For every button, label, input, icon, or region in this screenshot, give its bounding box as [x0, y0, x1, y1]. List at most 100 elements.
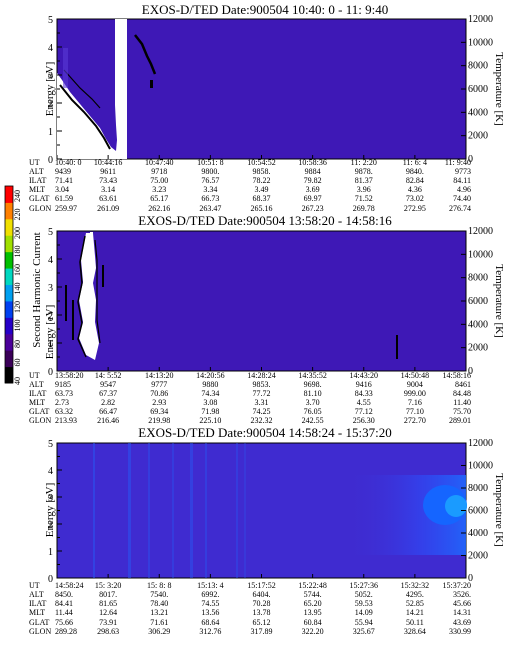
panel-1-orbit-value: 75.00 [150, 176, 168, 185]
panel-1-ytick-label: 2 [48, 99, 53, 110]
panel-3-orbit-value: 4295. [406, 590, 424, 599]
panel-3-orbit-value: 65.12 [253, 618, 271, 627]
panel-2-orbit-value: 8461 [455, 380, 471, 389]
panel-2-row-label: ILAT [29, 389, 46, 398]
panel-1-orbit-value: 263.47 [199, 204, 221, 213]
panel-3-y2tick-label: 8000 [468, 483, 488, 494]
panel-3-orbit-value: 328.64 [404, 627, 426, 636]
panel-2-y2tick-label: 12000 [468, 226, 493, 237]
panel-2-orbit-value: 84.33 [355, 389, 373, 398]
panel-2-orbit-value: 9698. [304, 380, 322, 389]
panel-1-orbit-value: 9878. [355, 167, 373, 176]
colorbar-ticks: 40 60 80 100 120 140 160 180 200 220 240 [13, 190, 22, 385]
panel-3-ytick-label: 3 [48, 493, 53, 504]
panel-1-orbit-value: 3.23 [152, 185, 166, 194]
panel-3-orbit-value: 312.76 [199, 627, 221, 636]
panel-2-orbit-value: 77.12 [355, 407, 373, 416]
panel-1-orbit-value: 74.40 [453, 194, 471, 203]
colorbar-tick-label: 140 [13, 283, 22, 295]
panel-1-y2tick-label: 4000 [468, 107, 488, 118]
panel-1-orbit-value: 73.02 [406, 194, 424, 203]
panel-2-orbit-value: 69.34 [150, 407, 168, 416]
panel-1-orbit-value: 82.84 [406, 176, 424, 185]
panel-3-orbit-value: 330.99 [449, 627, 471, 636]
colorbar-segment [5, 251, 13, 269]
panel-1-orbit-value: 9718 [151, 167, 167, 176]
colorbar-segment [5, 366, 13, 384]
panel-2-orbit-value: 74.34 [201, 389, 219, 398]
panel-3-row-label: GLON [29, 627, 51, 636]
panel-2-orbit-value: 67.37 [99, 389, 117, 398]
panel-1-orbit-value: 262.16 [148, 204, 170, 213]
panel-1-title: EXOS-D/TED Date:900504 10:40: 0 - 11: 9:… [142, 2, 389, 17]
panel-3-orbit-value: 15:22:48 [298, 581, 326, 590]
panel-3-orbit-value: 317.89 [251, 627, 273, 636]
panel-1-orbit-value: 81.37 [355, 176, 373, 185]
panel-1-orbit-value: 276.74 [449, 204, 471, 213]
panel-1-contour [134, 34, 157, 75]
panel-1-orbit-value: 84.11 [453, 176, 471, 185]
panel-3-orbit-value: 11.44 [55, 608, 73, 617]
panel-2-plot-area [56, 230, 467, 372]
panel-2-y2tick-label: 2000 [468, 343, 488, 354]
panel-2-left-axis: 0 1 2 3 4 5 [48, 227, 62, 378]
panel-3-y2tick-label: 4000 [468, 528, 488, 539]
panel-2-orbit-value: 2.82 [101, 398, 115, 407]
panel-2-streak-2 [72, 300, 74, 340]
panel-3-orbit-value: 78.40 [150, 599, 168, 608]
panel-1-orbit-value: 272.95 [404, 204, 426, 213]
panel-1-row-label: MLT [29, 185, 45, 194]
panel-2-orbit-value: 66.47 [99, 407, 117, 416]
panel-1-orbit-value: 69.97 [304, 194, 322, 203]
panel-2-orbit-value: 14:50:48 [401, 371, 429, 380]
panel-2-orbit-value: 84.48 [453, 389, 471, 398]
panel-3-orbit-value: 84.41 [55, 599, 73, 608]
panel-1-row-label: UT [29, 158, 40, 167]
panel-1-row-label: ILAT [29, 176, 46, 185]
panel-2-orbit-value: 289.01 [449, 416, 471, 425]
panel-1-orbit-value: 9611 [100, 167, 116, 176]
panel-1-orbit-value: 261.09 [97, 204, 119, 213]
panel-1-orbit-value: 73.43 [99, 176, 117, 185]
panel-1-orbit-value: 11: 2:20 [351, 158, 377, 167]
colorbar-segment [5, 202, 13, 220]
panel-2-orbit-value: 272.70 [404, 416, 426, 425]
panel-1-orbit-value: 78.22 [253, 176, 271, 185]
panel-2-orbit-value: 3.31 [255, 398, 269, 407]
panel-2-orbit-value: 14: 5:52 [95, 371, 121, 380]
panel-3-ytick-label: 4 [48, 466, 53, 477]
panel-1-data-gap-edge [59, 84, 111, 150]
panel-2-orbit-value: 9185 [55, 380, 71, 389]
colorbar-segment [5, 218, 13, 236]
panel-1-orbit-value: 4.96 [457, 185, 471, 194]
panel-2-orbit-value: 256.30 [353, 416, 375, 425]
panel-2-gap-edge-right [94, 239, 101, 344]
panel-3-orbit-value: 15: 3:20 [95, 581, 121, 590]
panel-3-row-label: MLT [29, 608, 45, 617]
panel-3-orbit-value: 70.28 [253, 599, 271, 608]
colorbar-tick-label: 220 [13, 209, 22, 221]
panel-1-orbit-value: 3.96 [357, 185, 371, 194]
panel-3-orbit-value: 74.55 [201, 599, 219, 608]
panel-3-cloud-center [445, 495, 467, 517]
panel-2-row-label: GLAT [29, 407, 50, 416]
panel-1-white-gap [57, 19, 127, 159]
panel-1-y2tick-label: 6000 [468, 84, 488, 95]
panel-1-right-axis: 0 2000 4000 6000 8000 10000 12000 [461, 14, 493, 165]
panel-1-orbit-value: 10:54:52 [247, 158, 275, 167]
panel-2-orbit-value: 11.40 [453, 398, 471, 407]
panel-2-row-label: ALT [29, 380, 44, 389]
panel-1-orbit-value: 61.59 [55, 194, 73, 203]
panel-3-orbit-value: 325.67 [353, 627, 375, 636]
panel-2-y2tick-label: 8000 [468, 273, 488, 284]
panel-3-streaks [93, 443, 246, 578]
panel-3-y2tick-label: 6000 [468, 506, 488, 517]
panel-2-orbit-value: 225.10 [199, 416, 221, 425]
colorbar-tick-label: 80 [13, 340, 22, 348]
panel-1-orbit-value: 10:40: 0 [55, 158, 81, 167]
panel-2-ytick-label: 0 [48, 367, 53, 378]
panel-3-ytick-label: 5 [48, 439, 53, 450]
panel-3-ytick-label: 1 [48, 547, 53, 558]
